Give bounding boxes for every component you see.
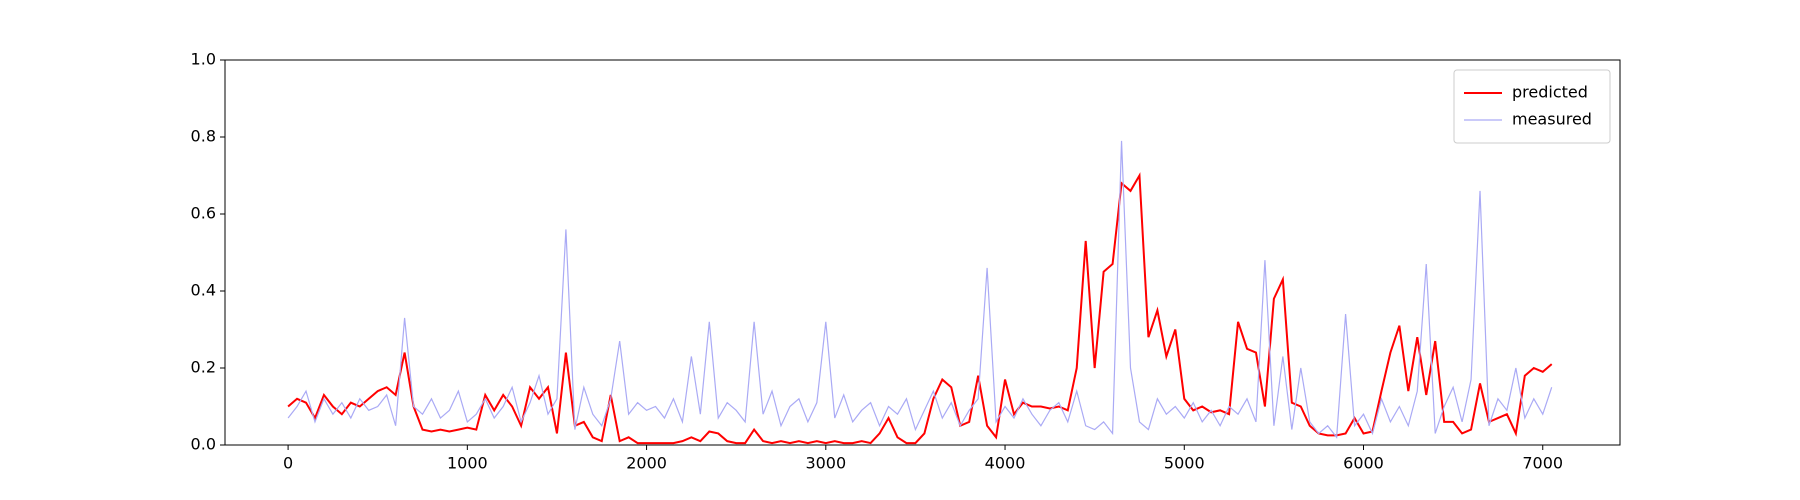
y-tick-label: 0.6: [191, 204, 216, 223]
x-tick-label: 4000: [985, 454, 1026, 473]
x-tick-label: 7000: [1522, 454, 1563, 473]
x-tick-label: 3000: [805, 454, 846, 473]
legend-box: [1453, 69, 1611, 144]
x-tick-label: 6000: [1343, 454, 1384, 473]
legend-label: measured: [1512, 110, 1592, 129]
y-tick-label: 0.0: [191, 435, 216, 454]
x-tick-label: 5000: [1164, 454, 1205, 473]
series-line: [287, 172, 1553, 445]
y-tick-label: 0.8: [191, 127, 216, 146]
x-tick-label: 0: [283, 454, 293, 473]
y-tick-label: 0.2: [191, 358, 216, 377]
y-tick-label: 0.4: [191, 281, 216, 300]
x-tick-label: 1000: [447, 454, 488, 473]
legend-label: predicted: [1512, 83, 1588, 102]
series-line: [287, 140, 1553, 439]
y-tick-label: 1.0: [191, 50, 216, 69]
plot-frame: [224, 59, 1621, 446]
x-tick-label: 2000: [626, 454, 667, 473]
